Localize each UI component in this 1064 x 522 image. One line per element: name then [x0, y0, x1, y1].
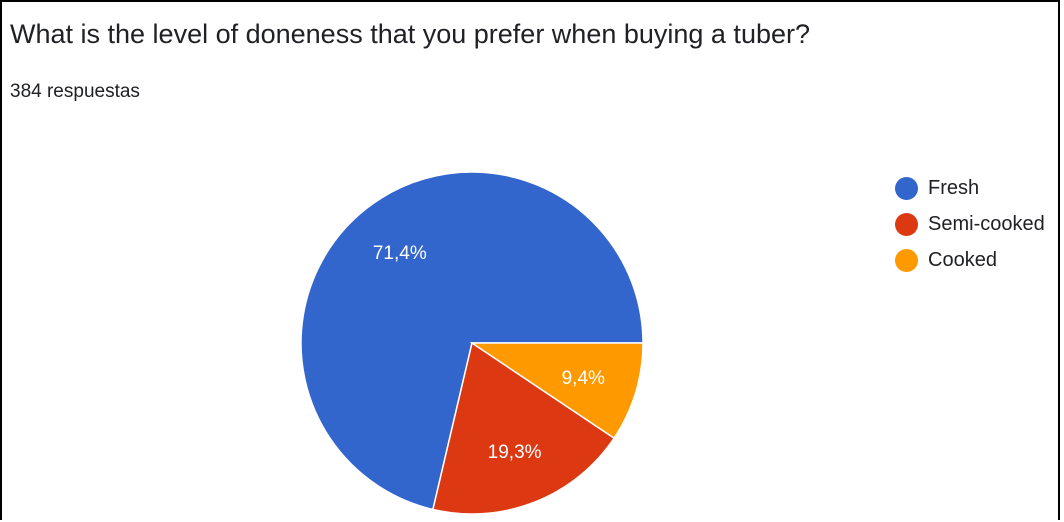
pie-slice-cooked[interactable]	[469, 342, 644, 440]
legend-item-fresh[interactable]: Fresh	[895, 170, 1045, 206]
chart-legend: Fresh Semi-cooked Cooked	[895, 170, 1045, 278]
legend-label-fresh: Fresh	[928, 176, 980, 199]
chart-title: What is the level of doneness that you p…	[10, 19, 810, 49]
legend-label-semi-cooked: Semi-cooked	[928, 212, 1045, 235]
legend-item-cooked[interactable]: Cooked	[895, 242, 1045, 278]
legend-swatch-semi-cooked	[895, 212, 918, 236]
pie-label-semi-cooked: 19,3%	[488, 442, 542, 463]
legend-swatch-fresh	[895, 176, 918, 200]
legend-swatch-cooked	[895, 248, 918, 272]
pie-label-fresh: 71,4%	[373, 243, 427, 264]
pie-slice-fresh[interactable]	[300, 171, 644, 511]
legend-label-cooked: Cooked	[928, 248, 997, 271]
response-count: 384 respuestas	[10, 81, 140, 102]
pie-label-cooked: 9,4%	[562, 368, 605, 389]
legend-item-semi-cooked[interactable]: Semi-cooked	[895, 206, 1045, 242]
